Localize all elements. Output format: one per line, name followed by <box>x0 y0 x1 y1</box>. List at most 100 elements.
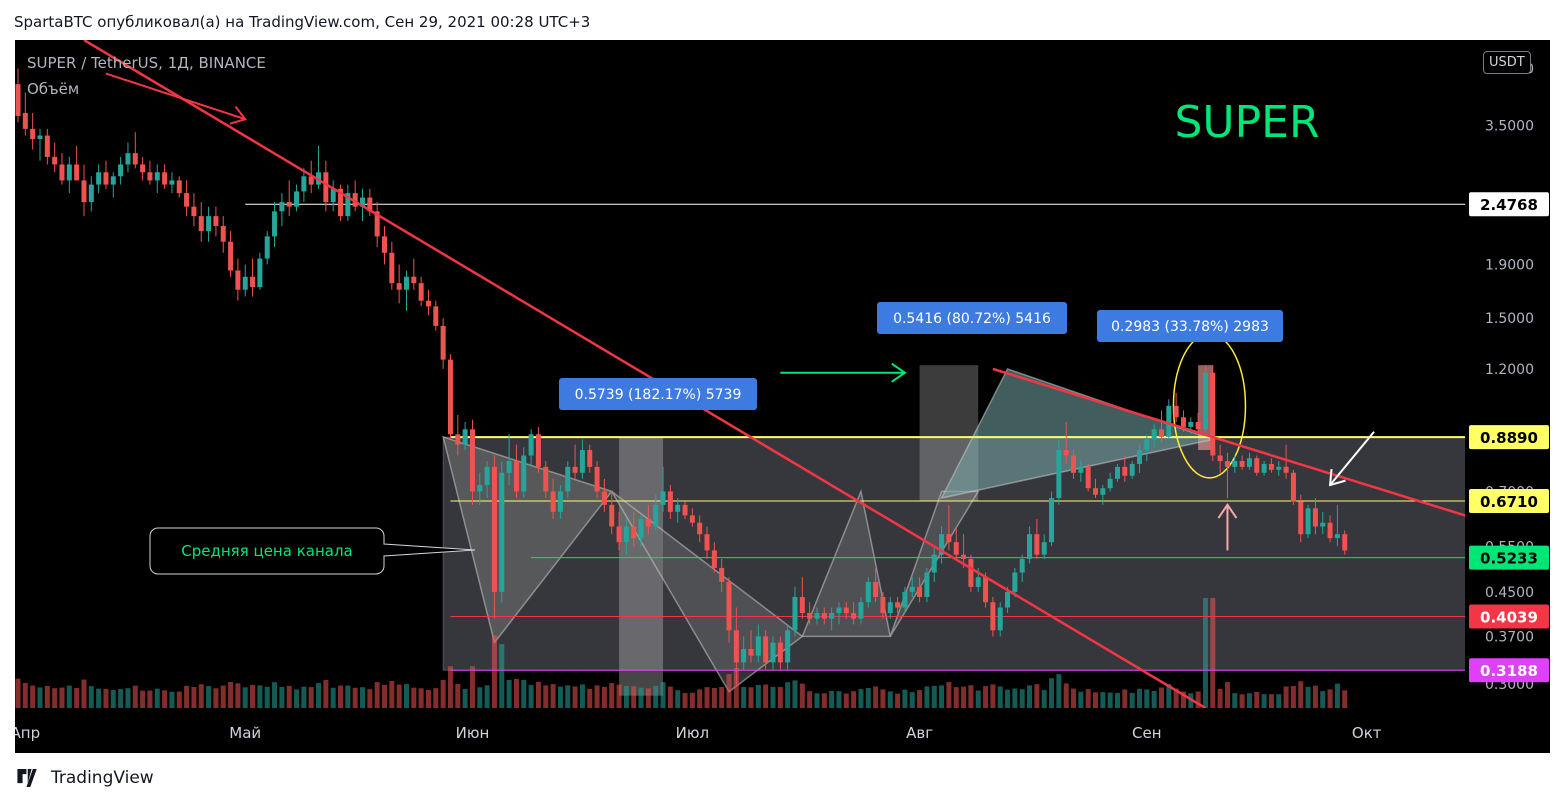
candle-body[interactable] <box>939 534 945 555</box>
candle-body[interactable] <box>909 586 915 592</box>
price-level-badge[interactable] <box>1469 489 1549 514</box>
candle-body[interactable] <box>807 613 813 619</box>
candle-body[interactable] <box>1151 429 1157 440</box>
candle-body[interactable] <box>829 613 835 619</box>
candle-body[interactable] <box>1239 461 1245 467</box>
candle-body[interactable] <box>1129 463 1135 476</box>
candle-body[interactable] <box>719 567 725 582</box>
candle-body[interactable] <box>140 164 146 173</box>
candle-body[interactable] <box>1224 461 1230 467</box>
candle-body[interactable] <box>411 276 417 284</box>
candle-body[interactable] <box>352 193 358 207</box>
candle-body[interactable] <box>1210 372 1216 456</box>
candle-body[interactable] <box>997 607 1003 631</box>
candle-body[interactable] <box>462 429 468 445</box>
candle-body[interactable] <box>1217 455 1223 462</box>
candle-body[interactable] <box>865 581 871 603</box>
candle-body[interactable] <box>1202 372 1208 430</box>
candle-body[interactable] <box>572 466 578 473</box>
candle-body[interactable] <box>895 602 901 608</box>
candle-body[interactable] <box>294 191 300 207</box>
candle-body[interactable] <box>220 226 226 242</box>
candle-body[interactable] <box>821 613 827 619</box>
candle-body[interactable] <box>264 236 270 259</box>
candle-body[interactable] <box>667 491 673 512</box>
candle-body[interactable] <box>975 577 981 587</box>
downtrend-line-main[interactable] <box>83 40 1207 710</box>
candle-body[interactable] <box>81 180 87 203</box>
candle-body[interactable] <box>1078 466 1084 473</box>
candle-body[interactable] <box>88 184 94 203</box>
candle-body[interactable] <box>711 550 717 568</box>
candle-body[interactable] <box>763 636 769 663</box>
measurement-box[interactable] <box>877 302 1067 334</box>
candle-body[interactable] <box>697 522 703 535</box>
candle-body[interactable] <box>1334 534 1340 539</box>
price-level-badge[interactable] <box>1469 658 1549 683</box>
candle-body[interactable] <box>579 449 585 473</box>
candle-body[interactable] <box>1268 463 1274 470</box>
candle-body[interactable] <box>1320 522 1326 527</box>
candle-body[interactable] <box>360 197 366 207</box>
candle-body[interactable] <box>499 472 505 592</box>
candle-body[interactable] <box>1085 466 1091 489</box>
candle-body[interactable] <box>418 283 424 301</box>
candle-body[interactable] <box>1195 422 1201 430</box>
price-level-badge[interactable] <box>1469 192 1549 217</box>
candle-body[interactable] <box>814 613 820 619</box>
candle-body[interactable] <box>858 602 864 619</box>
candle-body[interactable] <box>118 164 124 177</box>
candle-body[interactable] <box>433 306 439 326</box>
candle-body[interactable] <box>682 504 688 516</box>
candle-body[interactable] <box>191 206 197 217</box>
candle-body[interactable] <box>103 172 109 185</box>
candle-body[interactable] <box>396 283 402 290</box>
candle-body[interactable] <box>968 559 974 587</box>
candle-body[interactable] <box>1180 417 1186 427</box>
candle-body[interactable] <box>345 193 351 217</box>
white-arrow[interactable] <box>1329 431 1375 486</box>
candle-body[interactable] <box>1276 466 1282 470</box>
candle-body[interactable] <box>477 485 483 492</box>
candle-body[interactable] <box>506 461 512 473</box>
candle-body[interactable] <box>1166 405 1172 437</box>
candle-body[interactable] <box>755 636 761 656</box>
candle-body[interactable] <box>1158 429 1164 437</box>
candle-body[interactable] <box>931 554 937 573</box>
candle-body[interactable] <box>1290 472 1296 502</box>
price-level-badge[interactable] <box>1469 545 1549 570</box>
candle-body[interactable] <box>785 630 791 663</box>
candle-body[interactable] <box>176 180 182 194</box>
candle-body[interactable] <box>902 591 908 608</box>
candle-body[interactable] <box>169 180 175 185</box>
candle-body[interactable] <box>1122 466 1128 476</box>
candle-body[interactable] <box>770 642 776 663</box>
candle-body[interactable] <box>367 197 373 212</box>
candle-body[interactable] <box>1034 534 1040 555</box>
candle-body[interactable] <box>557 491 563 512</box>
candle-body[interactable] <box>1056 449 1062 499</box>
candle-body[interactable] <box>110 176 116 185</box>
candle-body[interactable] <box>1232 461 1238 467</box>
candle-body[interactable] <box>1100 488 1106 495</box>
candle-body[interactable] <box>162 172 168 185</box>
red-arrow[interactable] <box>105 72 246 121</box>
candle-body[interactable] <box>535 434 541 467</box>
candle-body[interactable] <box>52 156 58 165</box>
candle-body[interactable] <box>653 504 659 527</box>
candle-body[interactable] <box>272 211 278 237</box>
candle-body[interactable] <box>403 276 409 290</box>
candle-body[interactable] <box>777 642 783 663</box>
candle-body[interactable] <box>689 515 695 523</box>
candle-body[interactable] <box>953 542 959 555</box>
price-chart[interactable]: 4.50003.50001.90001.50001.20000.70000.55… <box>15 40 1550 753</box>
candle-body[interactable] <box>491 466 497 592</box>
candle-body[interactable] <box>924 572 930 597</box>
candle-body[interactable] <box>1298 501 1304 535</box>
candle-body[interactable] <box>338 188 344 217</box>
candle-body[interactable] <box>1188 422 1194 427</box>
symbol-description[interactable]: SUPER / TetherUS, 1Д, BINANCE <box>27 54 266 72</box>
candle-body[interactable] <box>594 466 600 492</box>
candle-body[interactable] <box>125 153 131 165</box>
candle-body[interactable] <box>1327 522 1333 539</box>
